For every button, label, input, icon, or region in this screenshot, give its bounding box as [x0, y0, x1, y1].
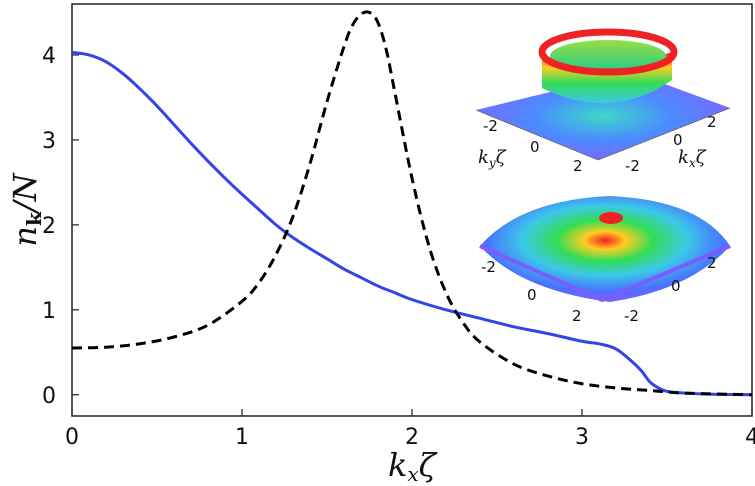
inset-top-label-left: kyζ: [478, 147, 507, 170]
inset-top-tick-left: 0: [530, 138, 540, 156]
y-tick-label: 0: [42, 384, 56, 409]
inset-ring-surface: -2 0 2 2 0 -2 kyζ kxζ: [475, 28, 731, 175]
solid-series-line: [71, 50, 753, 397]
inset-top-ring-rim: [538, 28, 678, 76]
x-axis-label: kxζ: [388, 446, 438, 486]
dashed-series-line: [71, 10, 753, 397]
series-lines: [71, 10, 753, 397]
axis-ticks: [71, 54, 753, 416]
x-tick-label: 3: [575, 425, 589, 450]
inset-bottom-tick-right: 0: [671, 277, 681, 295]
inset-top-ring-inner: [550, 40, 666, 72]
inset-top-label-right: kxζ: [678, 147, 707, 170]
y-tick-label: 1: [42, 299, 56, 324]
x-tick-label: 0: [65, 425, 79, 450]
inset-bottom-tick-left: 0: [527, 286, 537, 304]
inset-bottom-dome: [480, 196, 730, 302]
axis-tick-labels: 0 1 2 3 4 0 1 2 3 4: [42, 44, 755, 450]
inset-bottom-tick-right: 2: [707, 254, 717, 272]
inset-top-base: [476, 72, 730, 160]
inset-top-tick-left: 2: [573, 157, 583, 175]
inset-top-tick-left: -2: [483, 117, 498, 135]
inset-top-tick-right: -2: [625, 157, 640, 175]
x-tick-label: 2: [405, 425, 419, 450]
inset-bottom-tick-left: -2: [481, 258, 496, 276]
x-tick-label: 4: [745, 425, 755, 450]
y-tick-label: 3: [42, 129, 56, 154]
y-axis-label: nk/N: [6, 172, 46, 246]
inset-top-tick-right: 0: [673, 131, 683, 149]
y-tick-label: 4: [42, 44, 56, 69]
inset-bottom-tick-left: 2: [572, 307, 582, 325]
y-tick-label: 2: [42, 214, 56, 239]
inset-bottom-peak: [599, 212, 623, 224]
inset-top-tick-right: 2: [707, 113, 717, 131]
x-tick-label: 1: [235, 425, 249, 450]
inset-dome-surface: -2 0 2 2 0 -2: [479, 196, 731, 325]
inset-bottom-skirt: [479, 244, 731, 303]
inset-bottom-tick-right: -2: [624, 307, 639, 325]
